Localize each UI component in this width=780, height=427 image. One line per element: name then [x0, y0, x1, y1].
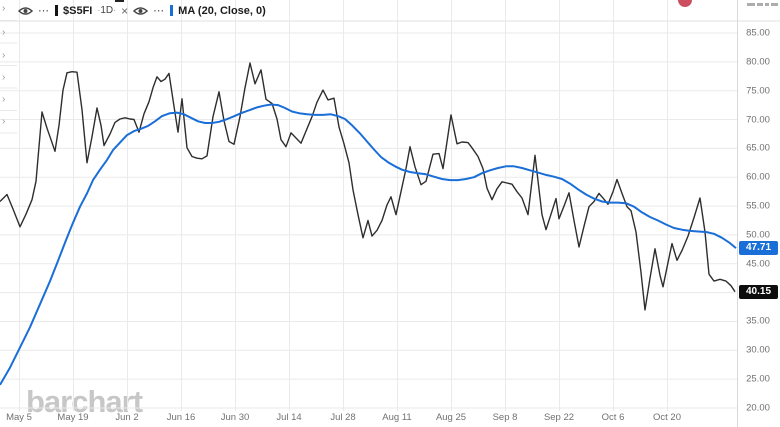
cropped-ui-fragment-dark: [115, 0, 124, 2]
symbol-visibility-eye-icon[interactable]: [17, 6, 34, 16]
price-axis-label: 30.00: [746, 344, 770, 356]
row-expand-chevron-icon[interactable]: ›: [2, 50, 6, 61]
price-axis-label: 65.00: [746, 142, 770, 154]
price-axis-label: 25.00: [746, 373, 770, 385]
timeframe-dot: ·: [113, 5, 117, 15]
row-expand-chevron-icon[interactable]: ›: [2, 72, 6, 83]
price-axis-label: 60.00: [746, 171, 770, 183]
date-axis[interactable]: May 5 May 19 Jun 2 Jun 16 Jun 30 Jul 14 Jul 28…: [0, 410, 738, 427]
row-expand-chevron-icon[interactable]: ›: [2, 3, 6, 14]
price-axis-label: 45.00: [746, 258, 770, 270]
row-expand-chevron-icon[interactable]: ›: [2, 116, 6, 127]
date-axis-label: Sep 22: [543, 412, 575, 423]
date-axis-label: Oct 20: [653, 412, 681, 423]
ma-line: [0, 103, 737, 386]
date-axis-label: Jun 2: [115, 412, 139, 423]
red-dot-button[interactable]: [678, 0, 692, 7]
indicator-visibility-eye-icon[interactable]: [133, 6, 149, 16]
date-axis-label: Sep 8: [492, 412, 518, 423]
row-expand-chevron-icon[interactable]: ›: [2, 27, 6, 38]
price-axis-label: 35.00: [746, 315, 770, 327]
date-axis-label: Jun 16: [166, 412, 196, 423]
indicator-label[interactable]: MA (20, Close, 0): [178, 4, 266, 17]
price-axis-label: 70.00: [746, 114, 770, 126]
indicator-color-bar: [170, 5, 174, 16]
symbol-color-bar: [55, 5, 58, 16]
price-axis-label: 20.00: [746, 402, 770, 414]
symbol-more-options-icon[interactable]: ⋯: [38, 5, 50, 17]
barchart-watermark: barchart: [26, 384, 143, 419]
last-price-badge: 40.15: [739, 284, 778, 299]
date-axis-label: Oct 6: [601, 412, 625, 423]
price-axis-label: 80.00: [746, 56, 770, 68]
price-axis-label: 75.00: [746, 85, 770, 97]
date-axis-label: Aug 11: [382, 412, 412, 423]
ma-value-badge: 47.71: [739, 241, 778, 256]
price-line: [0, 62, 736, 311]
timeframe-selector[interactable]: ·1D·: [97, 5, 116, 16]
date-axis-label: Jul 28: [330, 412, 356, 423]
remove-symbol-icon[interactable]: ×: [121, 3, 129, 18]
date-axis-label: Aug 25: [435, 412, 467, 423]
price-axis-label: 85.00: [746, 27, 770, 39]
chart-legend: ⋯ $S5FI ·1D· × ⋯ MA (20, Close, 0): [17, 2, 266, 19]
symbol-label[interactable]: $S5FI: [63, 4, 93, 17]
row-expand-chevron-icon[interactable]: ›: [2, 94, 6, 105]
date-axis-label: May 5: [6, 412, 32, 423]
date-axis-label: Jul 14: [276, 412, 302, 423]
price-axis[interactable]: 47.71 40.15 85.00 80.00 75.00 70.00 65.00 60.…: [738, 0, 780, 427]
date-axis-label: Jun 30: [220, 412, 250, 423]
timeframe-dot: ·: [97, 5, 101, 15]
indicator-more-options-icon[interactable]: ⋯: [153, 5, 166, 17]
price-axis-label: 50.00: [746, 229, 770, 241]
date-axis-label: May 19: [57, 412, 89, 423]
timeframe-label: 1D: [100, 5, 114, 16]
price-axis-label: 55.00: [746, 200, 770, 212]
